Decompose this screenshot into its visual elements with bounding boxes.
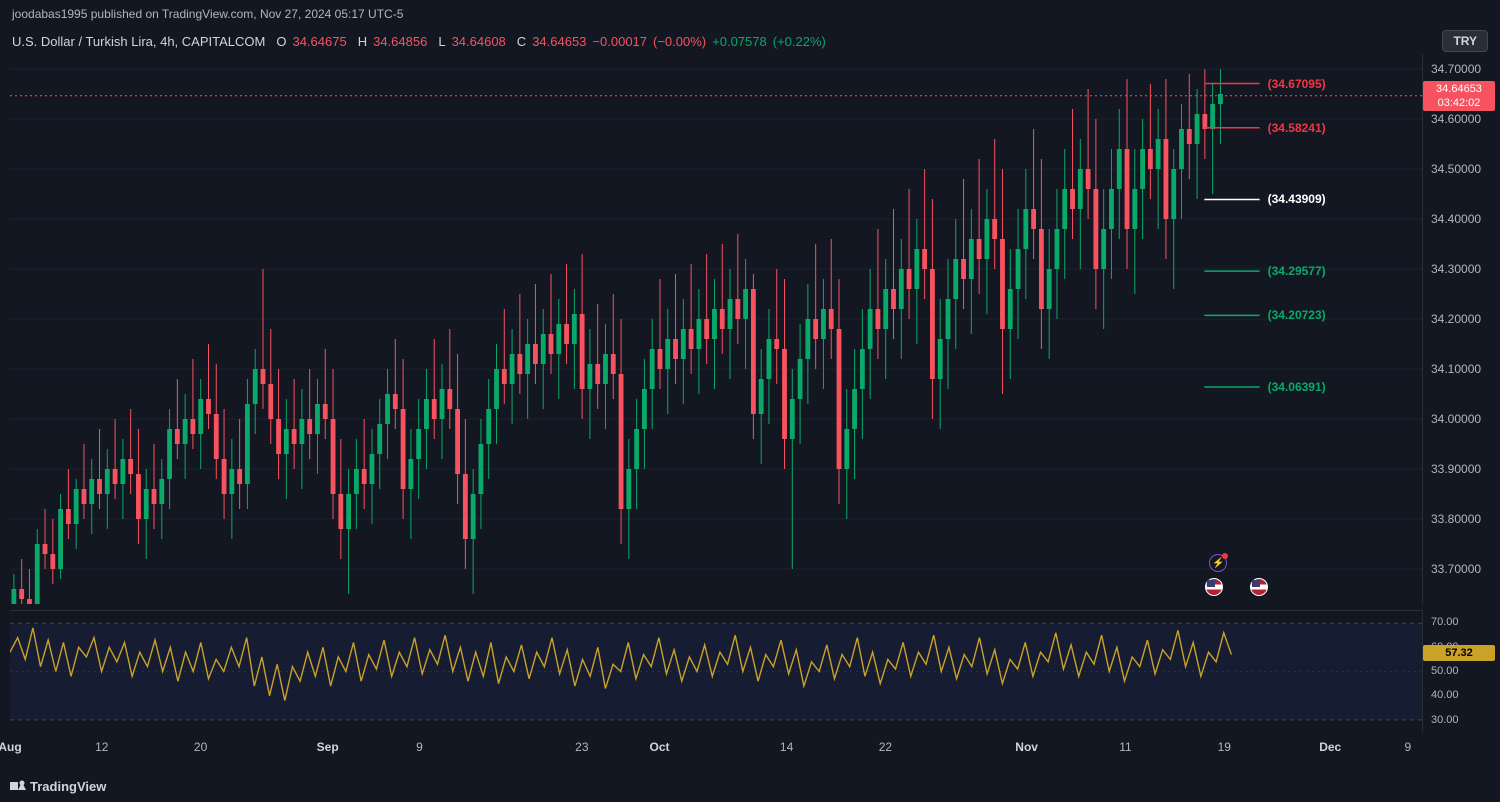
current-price-tag: 34.6465303:42:02 <box>1423 81 1495 111</box>
price-tick: 33.70000 <box>1431 562 1481 576</box>
time-tick: 11 <box>1119 740 1131 754</box>
open-label: O <box>276 34 286 49</box>
rsi-tick: 40.00 <box>1431 689 1459 701</box>
time-tick: Dec <box>1319 740 1341 754</box>
high-label: H <box>358 34 367 49</box>
candlestick-svg <box>10 54 1422 604</box>
time-tick: Oct <box>650 740 670 754</box>
time-axis: Aug1220Sep923Oct1422Nov1119Dec9 <box>10 735 1422 763</box>
time-tick: 20 <box>194 740 207 754</box>
time-tick: 23 <box>575 740 588 754</box>
price-tick: 34.40000 <box>1431 212 1481 226</box>
change-pct: (−0.00%) <box>653 34 706 49</box>
try-currency-button[interactable]: TRY <box>1442 30 1488 52</box>
close-label: C <box>517 34 526 49</box>
price-tick: 34.30000 <box>1431 262 1481 276</box>
price-tick: 33.90000 <box>1431 462 1481 476</box>
price-tick: 34.20000 <box>1431 312 1481 326</box>
open-value: 34.64675 <box>292 34 346 49</box>
time-tick: Sep <box>317 740 339 754</box>
time-tick: 22 <box>879 740 892 754</box>
low-label: L <box>438 34 445 49</box>
change2-abs: +0.07578 <box>712 34 767 49</box>
high-value: 34.64856 <box>373 34 427 49</box>
rsi-current-tag: 57.32 <box>1423 645 1495 661</box>
time-tick: 14 <box>780 740 793 754</box>
price-level-label: (34.58241) <box>1268 121 1326 135</box>
rsi-tick: 50.00 <box>1431 665 1459 677</box>
price-level-label: (34.43909) <box>1268 192 1326 206</box>
price-tick: 34.70000 <box>1431 62 1481 76</box>
rsi-axis: 70.0060.0050.0040.0030.0057.32 <box>1422 610 1500 732</box>
price-tick: 34.00000 <box>1431 412 1481 426</box>
price-tick: 34.10000 <box>1431 362 1481 376</box>
publish-text: joodabas1995 published on TradingView.co… <box>12 7 403 21</box>
time-tick: Nov <box>1015 740 1038 754</box>
price-level-label: (34.29577) <box>1268 264 1326 278</box>
chart-legend: U.S. Dollar / Turkish Lira, 4h, CAPITALC… <box>0 28 1500 54</box>
price-chart[interactable]: (34.67095) (34.58241) (34.43909) (34.29577)… <box>10 54 1422 604</box>
price-tick: 34.60000 <box>1431 112 1481 126</box>
change-abs: −0.00017 <box>592 34 647 49</box>
brand-text: TradingView <box>30 779 106 794</box>
tradingview-logo-icon <box>10 778 26 794</box>
price-level-label: (34.20723) <box>1268 308 1326 322</box>
time-tick: 9 <box>416 740 423 754</box>
price-axis: 34.70000 34.60000 34.50000 34.40000 34.30000… <box>1422 54 1500 604</box>
time-tick: 9 <box>1405 740 1412 754</box>
rsi-svg <box>10 611 1422 732</box>
low-value: 34.64608 <box>452 34 506 49</box>
price-tick: 34.50000 <box>1431 162 1481 176</box>
rsi-tick: 70.00 <box>1431 616 1459 628</box>
price-level-label: (34.67095) <box>1268 77 1326 91</box>
rsi-tick: 30.00 <box>1431 714 1459 726</box>
time-tick: 12 <box>95 740 108 754</box>
change2-pct: (+0.22%) <box>773 34 826 49</box>
price-level-label: (34.06391) <box>1268 380 1326 394</box>
symbol-title: U.S. Dollar / Turkish Lira, 4h, CAPITALC… <box>12 34 265 49</box>
time-tick: 19 <box>1218 740 1231 754</box>
price-tick: 33.80000 <box>1431 512 1481 526</box>
tradingview-brand: TradingView <box>10 778 106 794</box>
publish-info: joodabas1995 published on TradingView.co… <box>0 0 1500 28</box>
time-tick: Aug <box>0 740 22 754</box>
rsi-chart[interactable] <box>10 610 1422 732</box>
close-value: 34.64653 <box>532 34 586 49</box>
